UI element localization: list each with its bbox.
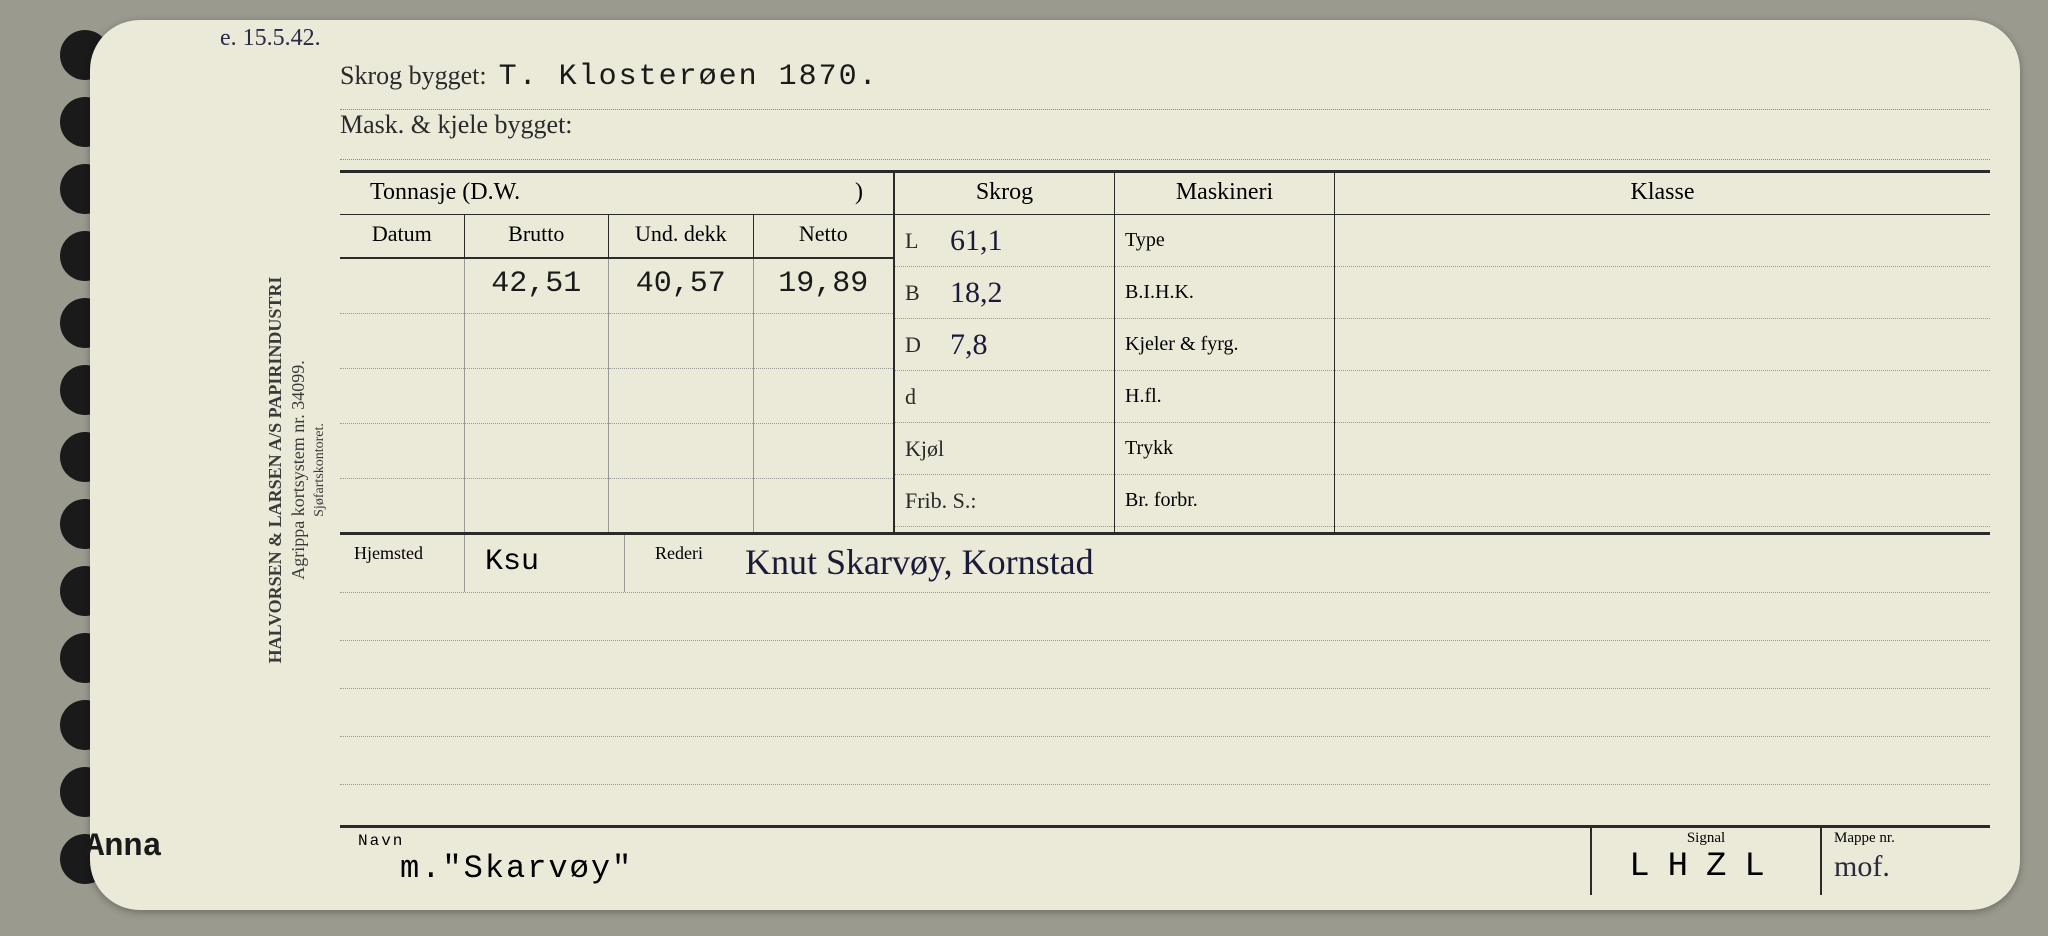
printer-credit-2: Agrippa kortsystem nr. 34099.: [288, 220, 309, 720]
datum-1: [340, 259, 464, 314]
signal-cell: Signal LHZL: [1590, 828, 1820, 895]
skrog-L-label: L: [905, 228, 950, 254]
skrog-bygget-value: T. Klosterøen 1870.: [499, 60, 879, 94]
mask-bihk: B.I.H.K.: [1125, 281, 1334, 304]
hjemsted-label: Hjemsted: [340, 535, 465, 592]
mask-kjeler: Kjeler & fyrg.: [1125, 333, 1334, 356]
skrog-title: Skrog: [895, 173, 1114, 215]
skrog-bygget-row: Skrog bygget: T. Klosterøen 1870.: [340, 60, 1990, 110]
main-table: Tonnasje (D.W. ) Datum Brutto Und. dekk …: [340, 170, 1990, 534]
index-card: HALVORSEN & LARSEN A/S PAPIRINDUSTRI Agr…: [90, 20, 2020, 910]
rederi-value: Knut Skarvøy, Kornstad: [745, 535, 1990, 592]
office-stamp: Sjøfartskontoret.: [312, 220, 328, 720]
klasse-section: Klasse: [1335, 173, 1990, 534]
und-dekk-1: 40,57: [609, 259, 752, 314]
netto-1: 19,89: [754, 259, 894, 314]
klasse-title: Klasse: [1335, 173, 1990, 215]
printer-credit-1: HALVORSEN & LARSEN A/S PAPIRINDUSTRI: [265, 220, 286, 720]
col-und-dekk: Und. dekk: [609, 215, 753, 257]
maskineri-section: Maskineri Type B.I.H.K. Kjeler & fyrg. H…: [1115, 173, 1335, 534]
skrog-kjol-label: Kjøl: [905, 436, 944, 462]
skrog-B-label: B: [905, 280, 950, 306]
skrog-d-label: d: [905, 384, 950, 410]
navn-label: Navn: [358, 832, 404, 850]
skrog-frib-label: Frib. S.:: [905, 488, 977, 514]
mask-br: Br. forbr.: [1125, 489, 1334, 512]
mappe-cell: Mappe nr. mof.: [1820, 828, 1990, 895]
skrog-section: Skrog L61,1 B18,2 D7,8 d Kjøl Frib. S.:: [895, 173, 1115, 534]
mask-kjele-row: Mask. & kjele bygget:: [340, 110, 1990, 160]
tonnasje-title: Tonnasje (D.W.: [370, 179, 520, 208]
tonnasje-section: Tonnasje (D.W. ) Datum Brutto Und. dekk …: [340, 173, 895, 534]
navn-cell: Navn m."Skarvøy": [340, 828, 1590, 895]
mappe-label: Mappe nr.: [1834, 830, 1895, 847]
skrog-L-value: 61,1: [950, 224, 1003, 258]
mask-hfl: H.fl.: [1125, 385, 1334, 408]
signal-label: Signal: [1592, 830, 1820, 847]
col-datum: Datum: [340, 215, 465, 257]
mask-kjele-label: Mask. & kjele bygget:: [340, 110, 573, 140]
mask-trykk: Trykk: [1125, 437, 1334, 460]
rederi-label: Rederi: [625, 535, 745, 592]
anna-text: Anna: [85, 828, 162, 865]
col-netto: Netto: [754, 215, 894, 257]
date-handwritten: e. 15.5.42.: [220, 25, 321, 52]
maskineri-title: Maskineri: [1115, 173, 1334, 215]
brutto-1: 42,51: [465, 259, 608, 314]
hjemsted-value: Ksu: [465, 535, 625, 592]
skrog-D-value: 7,8: [950, 328, 988, 362]
mask-type: Type: [1125, 229, 1334, 252]
tonnasje-title-close: ): [855, 179, 863, 208]
skrog-D-label: D: [905, 332, 950, 358]
skrog-B-value: 18,2: [950, 276, 1003, 310]
ownership-section: Hjemsted Ksu Rederi Knut Skarvøy, Kornst…: [340, 532, 1990, 822]
navn-value: m."Skarvøy": [400, 850, 633, 887]
footer-row: Navn m."Skarvøy" Signal LHZL Mappe nr. m…: [340, 825, 1990, 895]
col-brutto: Brutto: [465, 215, 609, 257]
skrog-bygget-label: Skrog bygget:: [340, 61, 487, 91]
